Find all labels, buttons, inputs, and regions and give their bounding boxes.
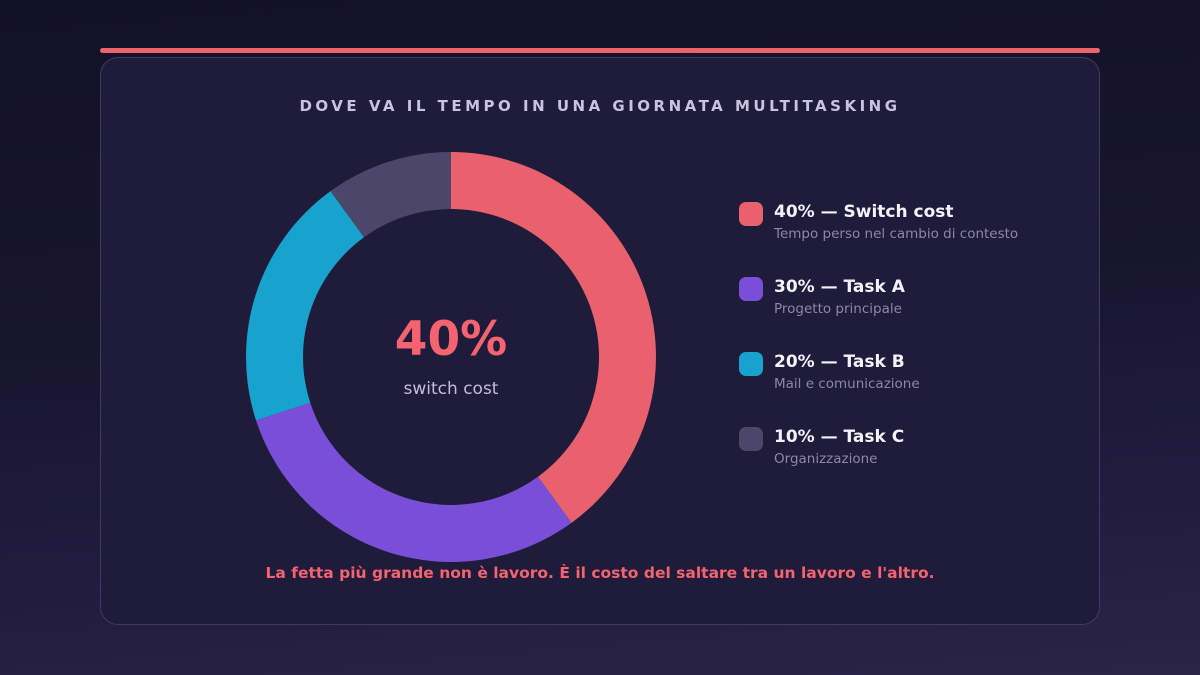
legend-swatch <box>739 202 763 226</box>
accent-bar <box>100 48 1100 53</box>
legend-item-title: 20% — Task B <box>774 352 905 372</box>
legend-item-task-b: 20% — Task B Mail e comunicazione <box>739 351 1069 397</box>
legend-item-task-c: 10% — Task C Organizzazione <box>739 426 1069 472</box>
legend: 40% — Switch cost Tempo perso nel cambio… <box>739 201 1069 501</box>
legend-item-switch-cost: 40% — Switch cost Tempo perso nel cambio… <box>739 201 1069 247</box>
donut-svg <box>246 152 656 562</box>
legend-item-subtitle: Tempo perso nel cambio di contesto <box>774 226 1019 242</box>
chart-card: DOVE VA IL TEMPO IN UNA GIORNATA MULTITA… <box>100 57 1100 625</box>
legend-swatch <box>739 352 763 376</box>
legend-item-title: 30% — Task A <box>774 277 905 297</box>
legend-swatch <box>739 277 763 301</box>
legend-item-subtitle: Progetto principale <box>774 301 902 317</box>
donut-segment-switch-cost <box>451 152 656 523</box>
chart-title: DOVE VA IL TEMPO IN UNA GIORNATA MULTITA… <box>299 97 901 115</box>
donut-segment-task-a <box>256 402 572 562</box>
legend-item-title: 10% — Task C <box>774 427 905 447</box>
legend-item-subtitle: Organizzazione <box>774 451 878 467</box>
donut-segment-task-c <box>330 152 451 238</box>
legend-swatch <box>739 427 763 451</box>
legend-item-task-a: 30% — Task A Progetto principale <box>739 276 1069 322</box>
donut-chart: 40% switch cost <box>246 152 656 562</box>
chart-caption: La fetta più grande non è lavoro. È il c… <box>265 564 935 582</box>
donut-segment-task-b <box>246 191 365 421</box>
legend-item-title: 40% — Switch cost <box>774 202 954 222</box>
legend-item-subtitle: Mail e comunicazione <box>774 376 920 392</box>
